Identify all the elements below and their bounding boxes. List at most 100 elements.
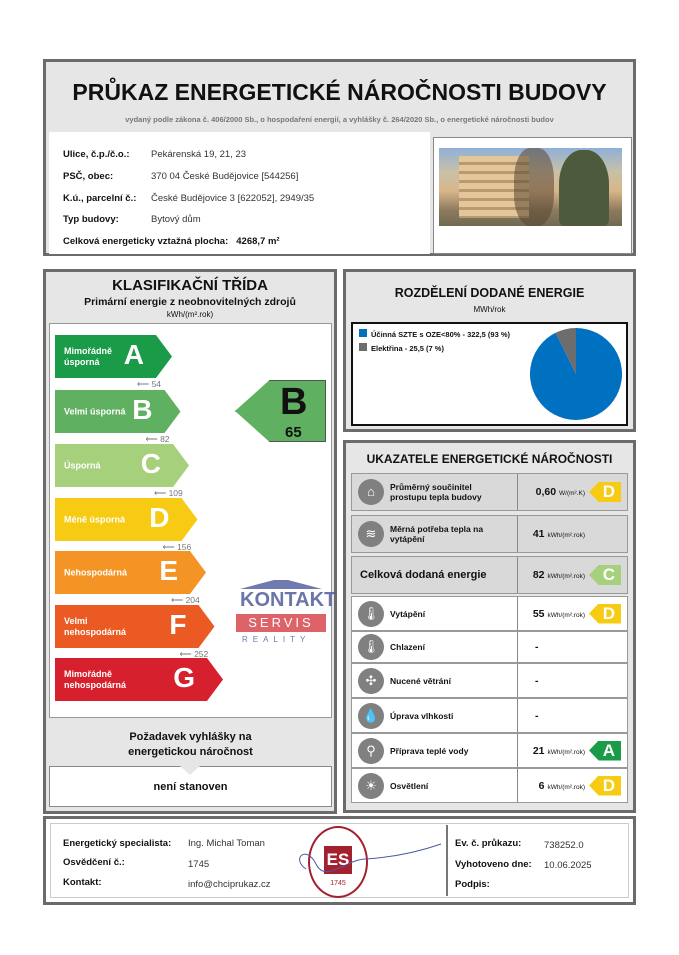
pie-slice-1	[555, 328, 576, 374]
class-letter: C	[140, 448, 161, 479]
class-bar-c: Úsporná C	[55, 444, 189, 487]
watermark-logo: KONTAKT SERVIS REALITY	[236, 580, 336, 650]
ev-label: Ev. č. průkazu:	[455, 838, 522, 849]
pie-chart-box: Účinná SZTE s OZE<80% - 322,5 (93 %) Ele…	[351, 322, 628, 426]
indicator-number: -	[535, 674, 539, 687]
energy-distribution-section: ROZDĚLENÍ DODANÉ ENERGIE MWh/rok Účinná …	[343, 269, 636, 432]
class-name: Velmi úsporná	[64, 406, 126, 416]
class-badge: A	[589, 740, 621, 761]
indicators-section: UKAZATELE ENERGETICKÉ NÁROČNOSTI ⌂ Průměr…	[343, 440, 636, 813]
class-name: Méně úsporná	[64, 514, 126, 524]
heat-demand-icon: ≋	[358, 521, 384, 547]
indicator-unit: W/(m².K)	[559, 490, 585, 497]
indicator-value: -	[515, 675, 585, 687]
specialist-stamp: ES 1745	[308, 826, 368, 898]
class-bar-b: Velmi úsporná B	[55, 390, 181, 433]
type-label: Typ budovy:	[63, 214, 119, 225]
stamp-letters: ES	[324, 846, 352, 874]
indicator-unit: kWh/(m².rok)	[547, 573, 585, 580]
indicator-number: -	[535, 709, 539, 722]
humidity-icon: 💧	[358, 702, 384, 729]
classification-subtitle: Primární energie z neobnovitelných zdroj…	[84, 296, 296, 308]
zip-label: PSČ, obec:	[63, 171, 114, 182]
class-letter: E	[159, 555, 178, 586]
classification-title: KLASIFIKAČNÍ TŘÍDA	[112, 277, 268, 294]
class-threshold: 82	[146, 434, 169, 444]
indicator-value: 0,60 W/(m².K)	[515, 486, 585, 498]
indicator-number: 6	[538, 779, 545, 792]
signature	[299, 843, 442, 873]
bulb-icon: ☀	[358, 772, 384, 799]
class-name: Nehospodárná	[64, 567, 128, 577]
tap-icon: ⚲	[358, 737, 384, 764]
class-name: Úsporná	[64, 460, 101, 470]
building-info: Ulice, č.p./č.o.: Pekárenská 19, 21, 23 …	[49, 132, 430, 254]
class-threshold: 252	[180, 649, 208, 659]
pie-title: ROZDĚLENÍ DODANÉ ENERGIE	[394, 286, 585, 300]
indicator-value: 82 kWh/(m².rok)	[515, 569, 585, 581]
page-subtitle: vydaný podle zákona č. 406/2000 Sb., o h…	[125, 115, 554, 124]
indicator-number: 0,60	[535, 486, 557, 498]
legend-item: Elektřina - 25,5 (7 %)	[359, 342, 510, 356]
class-badge: D	[589, 775, 621, 796]
classification-unit: kWh/(m².rok)	[166, 310, 214, 319]
cert-label: Osvědčení č.:	[63, 857, 125, 868]
indicator-name: Nucené větrání	[390, 675, 451, 686]
indicator-row: 🌡 Vytápění 55 kWh/(m².rok) D	[351, 596, 628, 631]
indicator-row: ✣ Nucené větrání -	[351, 663, 628, 698]
class-bar-e: Nehospodárná E	[55, 551, 206, 594]
street-value: Pekárenská 19, 21, 23	[151, 149, 247, 160]
indicator-row: ≋ Měrná potřeba tepla na vytápění 41 kWh/(…	[351, 515, 628, 553]
watermark-line3: REALITY	[242, 635, 311, 644]
pie-chart	[530, 328, 622, 420]
class-letter: A	[123, 339, 144, 370]
building-photo	[439, 148, 622, 226]
class-threshold: 204	[171, 595, 200, 605]
indicator-row: ☀ Osvětlení 6 kWh/(m².rok) D	[351, 768, 628, 803]
contact-label: Kontakt:	[63, 877, 102, 888]
watermark-line2: SERVIS	[236, 614, 326, 632]
indicator-value: 6 kWh/(m².rok)	[515, 780, 585, 792]
date-value: 10.06.2025	[544, 860, 592, 871]
class-threshold: 54	[137, 379, 161, 389]
indicator-unit: kWh/(m².rok)	[547, 783, 585, 791]
indicator-value: -	[515, 710, 585, 722]
contact-link[interactable]: info@chciprukaz.cz	[188, 879, 271, 890]
cooling-thermometer-icon: 🌡	[358, 634, 384, 660]
indicator-value: 55 kWh/(m².rok)	[515, 608, 585, 620]
pie-unit: MWh/rok	[473, 305, 506, 314]
indicator-number: 21	[532, 744, 545, 757]
fan-icon: ✣	[358, 667, 384, 694]
indicator-unit: kWh/(m².rok)	[547, 748, 585, 756]
class-letter: B	[132, 394, 153, 425]
class-name: Mimořádně nehospodárná	[64, 668, 127, 690]
class-bar-g: Mimořádně nehospodárná G	[55, 658, 223, 701]
indicators-title: UKAZATELE ENERGETICKÉ NÁROČNOSTI	[366, 452, 613, 466]
footer-section: Energetický specialista: Ing. Michal Tom…	[43, 816, 636, 905]
class-badge: D	[589, 482, 621, 502]
indicator-name: Osvětlení	[390, 780, 429, 791]
page-title: PRŮKAZ ENERGETICKÉ NÁROČNOSTI BUDOVY	[72, 79, 607, 105]
legend-label: Účinná SZTE s OZE<80% - 322,5 (93 %)	[371, 330, 511, 339]
indicator-value: -	[515, 641, 585, 653]
indicator-name: Průměrný součinitel prostupu tepla budov…	[390, 482, 482, 502]
result-class-value: 65	[285, 424, 302, 441]
requirement-box: Požadavek vyhlášky na energetickou nároč…	[49, 720, 332, 768]
indicator-name: Vytápění	[390, 608, 426, 619]
requirement-value-box: není stanoven	[49, 766, 332, 807]
class-letter: G	[173, 662, 195, 693]
class-badge: D	[589, 603, 621, 624]
indicator-name: Chlazení	[390, 642, 425, 652]
class-bar-a: Mimořádně úsporná A	[55, 335, 172, 378]
class-bar-f: Velmi nehospodárná F	[55, 605, 215, 648]
indicator-unit: kWh/(m².rok)	[547, 611, 585, 619]
class-threshold: 109	[154, 488, 183, 498]
parcel-value: České Budějovice 3 [622052], 2949/35	[151, 193, 315, 204]
indicator-name: Celková dodaná energie	[360, 569, 487, 581]
header-section: PRŮKAZ ENERGETICKÉ NÁROČNOSTI BUDOVY vyd…	[43, 59, 636, 256]
indicator-row: ⚲ Příprava teplé vody 21 kWh/(m².rok) A	[351, 733, 628, 768]
class-badge: C	[589, 565, 621, 585]
indicator-row: Celková dodaná energie 82 kWh/(m².rok) C	[351, 556, 628, 594]
parcel-label: K.ú., parcelní č.:	[63, 193, 137, 204]
photo-box	[433, 137, 632, 254]
